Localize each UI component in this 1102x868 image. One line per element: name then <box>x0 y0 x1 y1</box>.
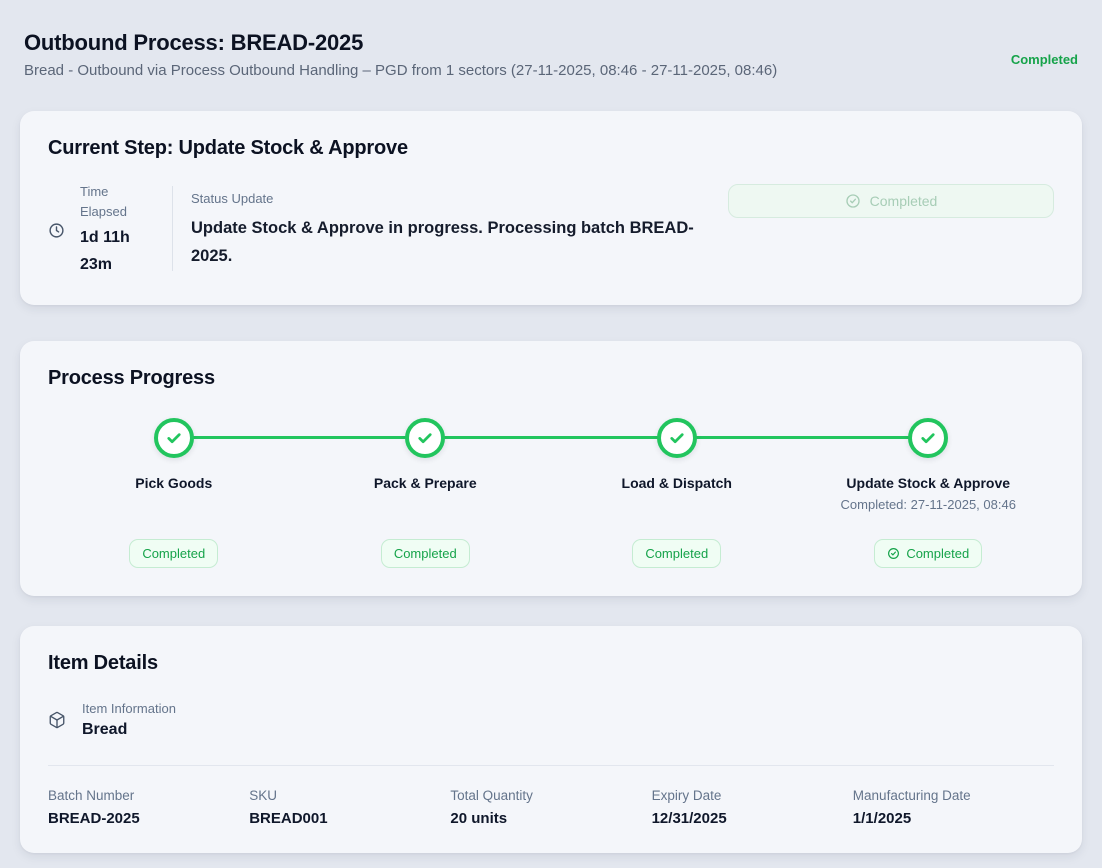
time-elapsed-texts: Time Elapsed 1d 11h 23m <box>80 182 144 279</box>
field-label: Manufacturing Date <box>852 787 971 803</box>
field-batch-number: Batch Number BREAD-2025 <box>48 788 249 827</box>
completed-action-button[interactable]: Completed <box>728 184 1054 218</box>
step-label: Load & Dispatch <box>621 474 732 491</box>
progress-step-load-dispatch: Load & Dispatch Completed <box>551 417 803 568</box>
page-subtitle: Bread - Outbound via Process Outbound Ha… <box>24 62 778 79</box>
field-label: Batch Number <box>48 787 135 803</box>
item-fields: Batch Number BREAD-2025 SKU BREAD001 Tot… <box>48 788 1054 827</box>
item-name: Bread <box>82 720 128 738</box>
current-step-title: Current Step: Update Stock & Approve <box>48 137 408 159</box>
progress-step-pick-goods: Pick Goods Completed <box>48 417 300 568</box>
check-circle-icon <box>845 193 861 209</box>
item-details-card: Item Details Item Information Bread Batc… <box>20 625 1082 853</box>
page-title: Outbound Process: BREAD-2025 <box>24 30 364 55</box>
step-label: Pick Goods <box>135 474 213 491</box>
completed-action-button-label: Completed <box>869 193 938 209</box>
field-value: 20 units <box>450 809 508 827</box>
step-status-badge: Completed <box>129 538 219 568</box>
check-icon <box>656 417 697 458</box>
status-update-block: Status Update Update Stock & Approve in … <box>191 182 696 270</box>
current-step-row: Time Elapsed 1d 11h 23m Status Update Up… <box>48 182 1054 279</box>
step-status-badge: Completed <box>380 538 470 568</box>
step-label: Update Stock & Approve <box>846 474 1011 491</box>
status-update-label: Status Update <box>191 191 274 206</box>
step-label: Pack & Prepare <box>373 474 477 491</box>
process-progress-title: Process Progress <box>48 366 215 389</box>
step-badge-label: Completed <box>393 545 457 561</box>
step-completed-timestamp: Completed: 27-11-2025, 08:46 <box>840 496 1016 512</box>
status-update-text: Update Stock & Approve in progress. Proc… <box>191 219 694 266</box>
clock-icon <box>48 222 65 239</box>
check-icon <box>908 417 949 458</box>
item-details-title: Item Details <box>48 651 158 674</box>
field-value: 1/1/2025 <box>852 809 912 827</box>
step-badge-label: Completed <box>906 545 970 561</box>
page-header: Outbound Process: BREAD-2025 Bread - Out… <box>20 30 1082 79</box>
field-sku: SKU BREAD001 <box>249 788 450 827</box>
check-circle-icon <box>887 547 900 560</box>
package-icon <box>48 711 66 729</box>
field-value: 12/31/2025 <box>651 809 727 827</box>
step-status-badge: Completed <box>632 538 722 568</box>
field-value: BREAD001 <box>249 809 328 827</box>
progress-connector-line <box>173 435 929 439</box>
field-manufacturing-date: Manufacturing Date 1/1/2025 <box>853 788 1054 827</box>
progress-step-pack-prepare: Pack & Prepare Completed <box>300 417 552 568</box>
current-step-card: Current Step: Update Stock & Approve Tim… <box>20 111 1082 305</box>
item-information-label: Item Information <box>82 700 176 716</box>
header-status-label: Completed <box>1010 52 1078 67</box>
step-badge-label: Completed <box>645 545 709 561</box>
field-total-quantity: Total Quantity 20 units <box>450 788 651 827</box>
item-information-block: Item Information Bread <box>48 701 1054 739</box>
progress-step-update-stock: Update Stock & Approve Completed: 27-11-… <box>803 417 1055 568</box>
time-elapsed-block: Time Elapsed 1d 11h 23m <box>48 182 170 279</box>
time-elapsed-label: Time Elapsed <box>80 184 127 220</box>
field-label: Total Quantity <box>450 787 533 803</box>
section-divider <box>48 764 1054 766</box>
check-icon <box>153 417 194 458</box>
progress-steps: Pick Goods Completed Pack & Prepare Comp… <box>48 417 1055 568</box>
field-value: BREAD-2025 <box>48 809 140 827</box>
field-label: SKU <box>249 787 277 803</box>
field-expiry-date: Expiry Date 12/31/2025 <box>652 788 853 827</box>
check-icon <box>405 417 446 458</box>
header-text: Outbound Process: BREAD-2025 Bread - Out… <box>24 30 777 79</box>
vertical-divider <box>172 186 173 271</box>
step-status-badge: Completed <box>874 538 983 568</box>
step-badge-label: Completed <box>142 545 206 561</box>
time-elapsed-value: 1d 11h 23m <box>80 229 130 274</box>
process-progress-card: Process Progress Pick Goods Completed <box>20 340 1082 596</box>
field-label: Expiry Date <box>651 787 722 803</box>
